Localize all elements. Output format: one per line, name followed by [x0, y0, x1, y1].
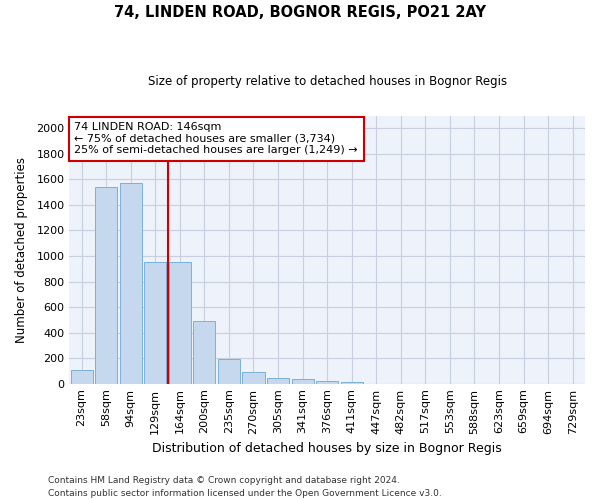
Title: Size of property relative to detached houses in Bognor Regis: Size of property relative to detached ho…	[148, 75, 507, 88]
Bar	[242, 372, 265, 384]
Bar	[119, 183, 142, 384]
Text: Contains HM Land Registry data © Crown copyright and database right 2024.
Contai: Contains HM Land Registry data © Crown c…	[48, 476, 442, 498]
Bar	[144, 262, 166, 384]
Bar	[267, 378, 289, 384]
X-axis label: Distribution of detached houses by size in Bognor Regis: Distribution of detached houses by size …	[152, 442, 502, 455]
Text: 74 LINDEN ROAD: 146sqm
← 75% of detached houses are smaller (3,734)
25% of semi-: 74 LINDEN ROAD: 146sqm ← 75% of detached…	[74, 122, 358, 156]
Text: 74, LINDEN ROAD, BOGNOR REGIS, PO21 2AY: 74, LINDEN ROAD, BOGNOR REGIS, PO21 2AY	[114, 5, 486, 20]
Bar	[218, 360, 240, 384]
Bar	[71, 370, 92, 384]
Bar	[292, 379, 314, 384]
Bar	[341, 382, 363, 384]
Bar	[169, 262, 191, 384]
Bar	[95, 187, 117, 384]
Bar	[316, 381, 338, 384]
Bar	[193, 321, 215, 384]
Y-axis label: Number of detached properties: Number of detached properties	[15, 156, 28, 342]
